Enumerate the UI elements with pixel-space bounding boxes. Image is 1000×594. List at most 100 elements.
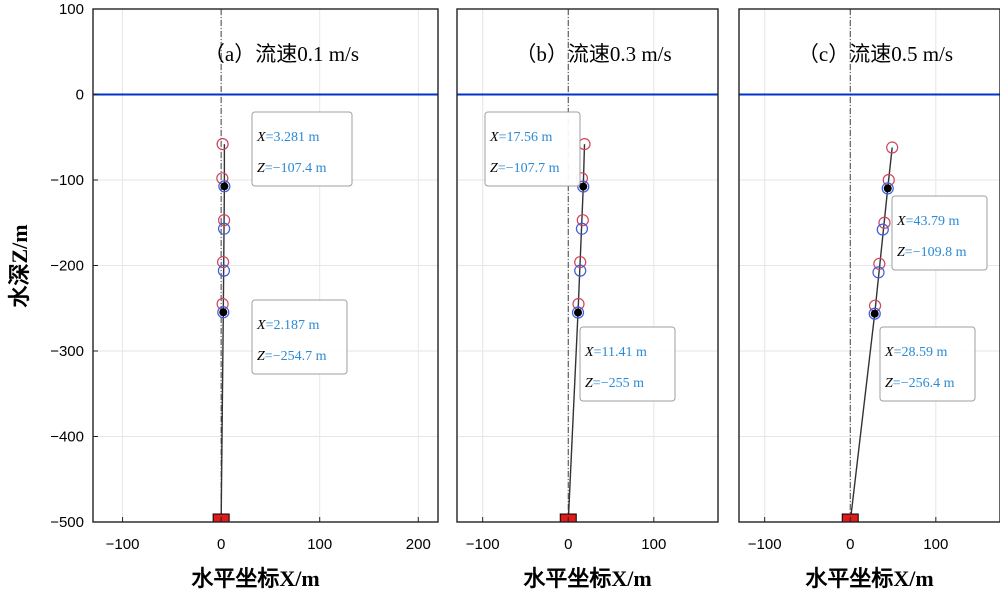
datatip-z-value: =−107.7 m <box>498 161 560 176</box>
x-tick-label: −100 <box>106 536 140 553</box>
datatip: X=28.59 m Z=−256.4 m <box>879 326 976 402</box>
datatip-x-value: =2.187 m <box>266 318 320 333</box>
datatip-z-text: Z=−107.4 m <box>257 161 327 176</box>
panel-a: −100 0 100 200 100 0 −100 −200 −300 −400 −500 （a）流速… <box>50 1 439 591</box>
datatip-marker <box>220 182 229 191</box>
datatip-x-value: =43.79 m <box>906 214 960 229</box>
blue-circle-point <box>577 180 590 193</box>
y-tick-label: −500 <box>50 514 84 531</box>
red-circle-point <box>873 257 886 270</box>
red-circle-point <box>574 255 587 269</box>
x-tick-label: 0 <box>217 536 225 553</box>
datatip: X=2.187 m Z=−254.7 m <box>251 299 348 375</box>
y-tick-label: 0 <box>76 87 84 104</box>
x-tick-label: 100 <box>641 536 666 553</box>
red-circle-point <box>878 216 891 229</box>
x-axis-label: 水平坐标X/m <box>805 566 933 591</box>
blue-circle-point <box>575 222 589 235</box>
red-circle-point <box>218 214 231 227</box>
datatip-z-text: Z=−107.7 m <box>490 161 560 176</box>
datatip-z-value: =−107.4 m <box>265 161 327 176</box>
datatip-x-text: X=2.187 m <box>256 318 319 333</box>
datatip-x-text: X=3.281 m <box>256 130 319 145</box>
x-tick-label: 200 <box>406 536 431 553</box>
datatip-x-text: X=17.56 m <box>489 130 552 145</box>
red-circle-point <box>216 137 229 151</box>
datatip-box <box>879 326 976 402</box>
datatip-marker <box>883 184 892 193</box>
x-tick-label: −100 <box>466 536 500 553</box>
x-tick-label: 100 <box>307 536 332 553</box>
datatip-marker <box>579 182 588 191</box>
datatip-x-key: X <box>584 345 594 360</box>
datatip-box <box>251 299 348 375</box>
datatip-x-value: =28.59 m <box>894 345 948 360</box>
blue-circle-point <box>218 222 231 235</box>
datatip-z-key: Z <box>257 349 265 364</box>
datatip-z-text: Z=−256.4 m <box>885 376 955 391</box>
blue-circle-point <box>217 306 230 319</box>
datatip-z-key: Z <box>897 245 905 260</box>
y-axis-label: 水深Z/m <box>7 224 32 307</box>
y-tick-label: −100 <box>50 172 84 189</box>
blue-circle-point <box>872 266 885 279</box>
blue-circle-point <box>218 180 231 193</box>
y-tick-label: −300 <box>50 343 84 360</box>
datatip: X=43.79 m Z=−109.8 m <box>891 195 988 271</box>
plot-frame <box>738 8 1000 523</box>
y-tick-label: −400 <box>50 429 84 446</box>
datatip-x-text: X=43.79 m <box>896 214 959 229</box>
datatip-z-value: =−254.7 m <box>265 349 327 364</box>
datatip-x-key: X <box>256 318 266 333</box>
datatip-z-text: Z=−255 m <box>585 376 644 391</box>
datatip-x-text: X=11.41 m <box>584 345 647 360</box>
datatip-z-key: Z <box>885 376 893 391</box>
panel-title: （b）流速0.3 m/s <box>515 42 671 66</box>
blue-circle-point <box>571 306 585 319</box>
x-tick-label: −100 <box>748 536 782 553</box>
x-axis-label: 水平坐标X/m <box>191 566 319 591</box>
red-circle-point <box>886 141 899 154</box>
datatip-z-value: =−255 m <box>593 376 644 391</box>
datatip-z-key: Z <box>490 161 498 176</box>
panel-title: （c）流速0.5 m/s <box>798 42 953 66</box>
datatip-z-key: Z <box>585 376 593 391</box>
datatip-x-key: X <box>896 214 906 229</box>
datatip-z-text: Z=−109.8 m <box>897 245 967 260</box>
y-tick-label: 100 <box>59 1 84 18</box>
datatip-marker <box>219 308 228 317</box>
x-tick-label: 100 <box>923 536 948 553</box>
datatip-box <box>891 195 988 271</box>
plot-frame <box>456 8 719 523</box>
red-circle-point <box>576 214 589 227</box>
red-circle-point <box>217 255 230 269</box>
datatip-x-text: X=28.59 m <box>884 345 947 360</box>
plot-area <box>739 9 1000 522</box>
panel-title: （a）流速0.1 m/s <box>204 42 359 66</box>
datatip-z-value: =−109.8 m <box>905 245 967 260</box>
datatip: X=3.281 m Z=−107.4 m <box>251 111 353 187</box>
blue-circle-point <box>868 307 881 320</box>
datatip-z-value: =−256.4 m <box>893 376 955 391</box>
blue-circle-point <box>217 264 231 277</box>
datatip: X=17.56 m Z=−107.7 m <box>484 111 581 187</box>
datatip-z-text: Z=−254.7 m <box>257 349 327 364</box>
x-tick-label: 0 <box>564 536 572 553</box>
datatip-box <box>484 111 581 187</box>
y-tick-label: −200 <box>50 258 84 275</box>
datatip-marker <box>574 308 583 317</box>
x-axis-label: 水平坐标X/m <box>523 566 651 591</box>
datatip-x-value: =3.281 m <box>266 130 320 145</box>
datatip-x-key: X <box>256 130 266 145</box>
datatip-box <box>251 111 353 187</box>
datatip-z-key: Z <box>257 161 265 176</box>
mooring-line <box>220 144 226 522</box>
datatip: X=11.41 m Z=−255 m <box>579 326 676 402</box>
x-tick-label: 0 <box>846 536 854 553</box>
datatip-x-value: =17.56 m <box>499 130 553 145</box>
blue-circle-point <box>574 264 587 277</box>
mooring-line <box>849 147 893 522</box>
